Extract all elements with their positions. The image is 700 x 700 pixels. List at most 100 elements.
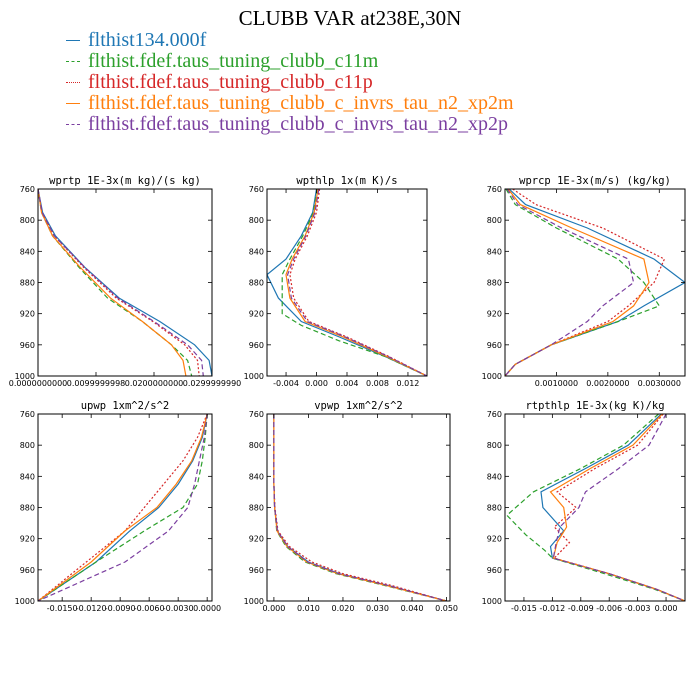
plot-frame	[266, 188, 428, 377]
x-tick-label: 0.000	[305, 379, 328, 388]
plot-frame	[504, 413, 686, 602]
legend-label: flthist.fdef.taus_tuning_clubb_c11m	[88, 50, 379, 72]
y-tick-label: 800	[20, 216, 35, 225]
y-tick-label: 800	[249, 441, 264, 450]
series-line	[38, 189, 193, 376]
series-line	[273, 414, 447, 601]
plot-frame	[266, 413, 451, 602]
y-tick-label: 800	[249, 216, 264, 225]
y-tick-label: 760	[20, 185, 35, 194]
y-tick-label: 1000	[15, 597, 35, 606]
x-tick-label: 0.040	[401, 604, 424, 613]
series-line	[38, 414, 208, 601]
y-tick-label: 1000	[244, 372, 264, 381]
legend-label: flthist.fdef.taus_tuning_clubb_c11p	[88, 71, 373, 93]
series-line	[38, 414, 208, 601]
series-line	[38, 189, 212, 376]
series-group	[38, 414, 208, 601]
x-tick-label: -0.0120	[76, 604, 107, 613]
x-tick-label: -0.0060	[134, 604, 165, 613]
series-line	[505, 189, 635, 376]
x-tick-label: 0.000	[655, 604, 678, 613]
x-tick-label: 0.0030000	[638, 379, 681, 388]
series-line	[285, 189, 427, 376]
y-tick-label: 880	[487, 504, 502, 513]
x-tick-label: 0.000	[262, 604, 285, 613]
series-line	[273, 414, 447, 601]
series-line	[38, 189, 204, 376]
series-line	[506, 414, 685, 601]
y-tick-label: 880	[20, 279, 35, 288]
plot-frame	[37, 188, 213, 377]
y-tick-label: 840	[487, 472, 502, 481]
legend-swatch	[66, 103, 80, 104]
legend-label: flthist.fdef.taus_tuning_clubb_c_invrs_t…	[88, 113, 508, 135]
legend-swatch	[66, 40, 80, 41]
x-tick-label: -0.012	[539, 604, 565, 613]
y-tick-label: 1000	[15, 372, 35, 381]
panel-title: upwp 1xm^2/s^2	[81, 400, 170, 412]
y-tick-label: 760	[249, 410, 264, 419]
y-tick-label: 880	[249, 279, 264, 288]
y-tick-label: 840	[249, 472, 264, 481]
x-tick-label: -0.003	[625, 604, 651, 613]
x-tick-label: -0.0150	[47, 604, 78, 613]
x-tick-label: 0.0200000000	[125, 379, 184, 388]
y-tick-label: 840	[20, 247, 35, 256]
y-tick-label: 920	[249, 310, 264, 319]
series-line	[38, 414, 208, 601]
y-tick-label: 840	[20, 472, 35, 481]
x-tick-label: -0.009	[568, 604, 594, 613]
x-tick-label: 0.0000000000	[9, 379, 68, 388]
y-tick-label: 1000	[482, 597, 502, 606]
series-line	[273, 414, 447, 601]
panel-title: vpwp 1xm^2/s^2	[314, 400, 403, 412]
x-tick-label: 0.0000	[193, 604, 221, 613]
series-group	[38, 189, 212, 376]
series-group	[505, 189, 685, 376]
y-tick-label: 960	[487, 566, 502, 575]
series-line	[505, 189, 661, 376]
x-tick-label: 0.0099999998	[67, 379, 126, 388]
series-line	[540, 414, 685, 601]
x-tick-label: -0.0030	[163, 604, 194, 613]
y-tick-label: 920	[487, 535, 502, 544]
figure-title: CLUBB VAR at238E,30N	[238, 6, 462, 30]
series-line	[38, 189, 187, 376]
series-line	[289, 189, 427, 376]
series-line	[38, 414, 208, 601]
y-tick-label: 960	[249, 341, 264, 350]
x-tick-label: -0.0090	[105, 604, 136, 613]
y-tick-label: 1000	[244, 597, 264, 606]
y-tick-label: 800	[487, 216, 502, 225]
chart-panel: 7608008408809209601000-0.0150-0.0120-0.0…	[15, 400, 222, 613]
series-line	[281, 189, 427, 376]
x-tick-label: 0.0020000	[586, 379, 629, 388]
chart-panel: 760 800 840 880 920 960 10000.000 0.010 0.020 0.0…	[244, 400, 458, 613]
panel-title: wpthlp 1x(m K)/s	[296, 175, 397, 187]
x-tick-label: -0.004	[273, 379, 299, 388]
chart-panel: 760 800 840 880 920 960 1000 0.0010000 0.0020000…	[482, 175, 686, 388]
chart-panel: 760 800 840 880 920 960 10000.0000000000 0.0099…	[9, 175, 242, 388]
y-tick-label: 800	[20, 441, 35, 450]
y-tick-label: 760	[487, 410, 502, 419]
x-tick-label: 0.0299999990	[183, 379, 242, 388]
x-tick-label: -0.015	[511, 604, 537, 613]
plot-frame	[37, 413, 213, 602]
panel-title: rtpthlp 1E-3x(kg K)/kg	[525, 400, 664, 412]
x-tick-label: 0.050	[435, 604, 458, 613]
legend-label: flthist134.000f	[88, 29, 207, 51]
series-line	[267, 189, 427, 376]
series-line	[505, 189, 650, 376]
y-tick-label: 880	[487, 279, 502, 288]
legend-label: flthist.fdef.taus_tuning_clubb_c_invrs_t…	[88, 92, 514, 114]
x-tick-label: 0.010	[297, 604, 320, 613]
x-tick-label: 0.012	[396, 379, 419, 388]
series-line	[273, 414, 447, 601]
series-line	[38, 414, 208, 601]
panel-title: wprcp 1E-3x(m/s) (kg/kg)	[519, 175, 671, 187]
x-tick-label: -0.006	[596, 604, 622, 613]
series-line	[553, 414, 685, 601]
chart-panel: 760 800 840 880 920 960 1000 -0.004 0.000 0.004 0.…	[244, 175, 428, 388]
